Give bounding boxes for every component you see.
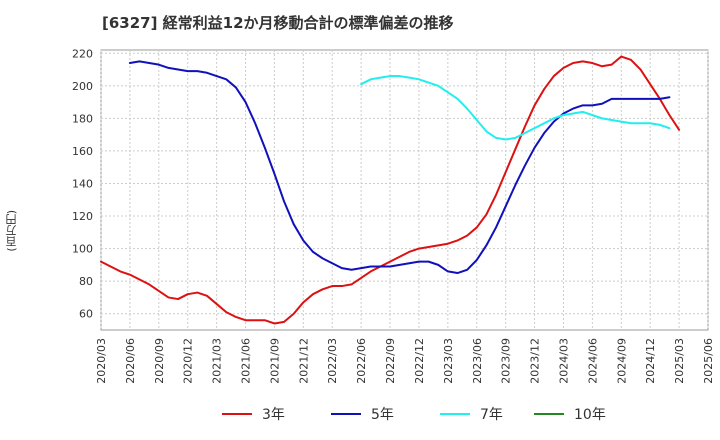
x-tick-label: 2022/12 bbox=[413, 338, 426, 384]
y-tick-label: 140 bbox=[72, 177, 93, 190]
y-tick-label: 200 bbox=[72, 80, 93, 93]
legend-label-4: 10年 bbox=[574, 407, 606, 423]
x-tick-label: 2024/06 bbox=[586, 338, 599, 384]
x-tick-label: 2024/12 bbox=[644, 338, 657, 384]
y-tick-label: 60 bbox=[79, 308, 93, 321]
legend-label-2: 5年 bbox=[371, 407, 394, 423]
x-tick-label: 2021/06 bbox=[240, 338, 253, 384]
legend-label-3: 7年 bbox=[480, 407, 503, 423]
x-tick-label: 2021/03 bbox=[211, 338, 224, 384]
x-tick-label: 2021/09 bbox=[268, 338, 281, 384]
y-tick-label: 220 bbox=[72, 47, 93, 60]
plot-border bbox=[100, 49, 709, 331]
x-tick-label: 2020/03 bbox=[95, 338, 108, 384]
x-tick-label: 2022/09 bbox=[384, 338, 397, 384]
y-tick-label: 100 bbox=[72, 243, 93, 256]
series-line-2 bbox=[128, 60, 671, 275]
series-line-1 bbox=[100, 55, 681, 325]
y-tick-label: 180 bbox=[72, 112, 93, 125]
x-tick-label: 2023/12 bbox=[529, 338, 542, 384]
x-tick-label: 2024/09 bbox=[615, 338, 628, 384]
y-tick-label: 80 bbox=[79, 275, 93, 288]
x-tick-label: 2021/12 bbox=[297, 338, 310, 384]
x-tick-label: 2020/09 bbox=[153, 338, 166, 384]
x-tick-label: 2023/09 bbox=[500, 338, 513, 384]
x-tick-label: 2020/06 bbox=[124, 338, 137, 384]
y-tick-label: 160 bbox=[72, 145, 93, 158]
x-tick-label: 2022/03 bbox=[326, 338, 339, 384]
chart-title: [6327] 経常利益12か月移動合計の標準偏差の推移 bbox=[102, 14, 454, 32]
y-tick-label: 120 bbox=[72, 210, 93, 223]
x-tick-label: 2024/03 bbox=[557, 338, 570, 384]
x-tick-labels: 2020/03 2020/06 2020/09 2020/12 2021/03 2021/… bbox=[95, 338, 715, 384]
x-tick-label: 2020/12 bbox=[182, 338, 195, 384]
x-tick-label: 2022/06 bbox=[355, 338, 368, 384]
x-tick-label: 2025/03 bbox=[673, 338, 686, 384]
series-lines bbox=[100, 55, 681, 325]
x-tick-label: 2025/06 bbox=[702, 338, 715, 384]
grid-layer bbox=[100, 49, 709, 331]
x-tick-label: 2023/06 bbox=[471, 338, 484, 384]
x-tick-label: 2023/03 bbox=[442, 338, 455, 384]
y-tick-labels: 60 80 100 120 140 160 180 200 220 bbox=[72, 47, 93, 320]
series-line-3 bbox=[360, 75, 671, 141]
legend-label-1: 3年 bbox=[262, 407, 285, 423]
legend: 3年 5年 7年 10年 bbox=[222, 407, 606, 423]
